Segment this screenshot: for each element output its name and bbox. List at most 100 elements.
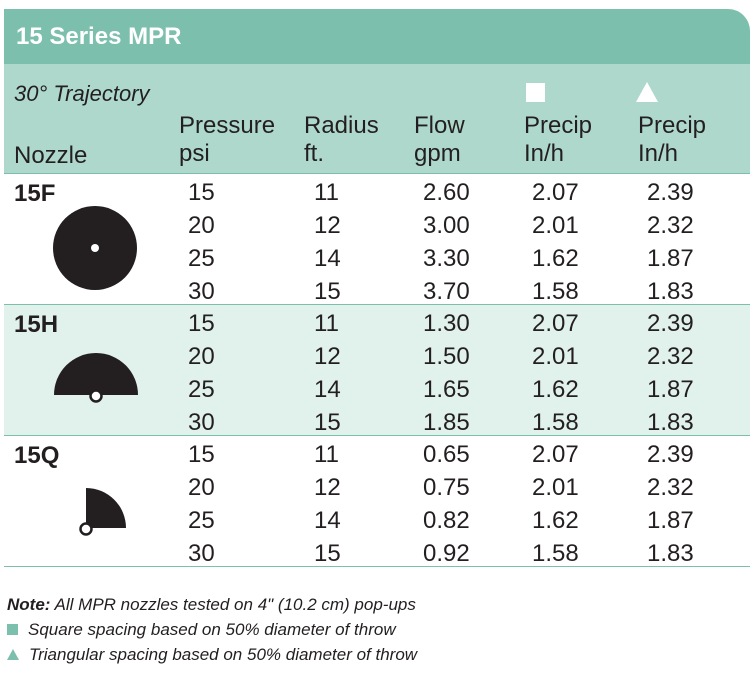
nozzle-group-15f: 15F 15 11 2.60 2.07 2.39 20 12 3.00 2.01… <box>4 174 750 305</box>
quarter-circle-icon <box>79 488 126 536</box>
table-bottom-divider <box>4 566 750 567</box>
precip-triangle-cell: 2.32 <box>647 343 694 370</box>
precip-triangle-header-label: Precip <box>638 112 707 139</box>
pressure-cell: 20 <box>188 343 215 370</box>
precip-square-header: Precip In/h <box>524 112 592 168</box>
nozzle-group-15h: 15H 15 11 1.30 2.07 2.39 20 12 1.50 2.01… <box>4 305 750 436</box>
precip-square-cell: 2.01 <box>532 212 579 239</box>
triangle-note-line: Triangular spacing based on 50% diameter… <box>7 642 417 667</box>
pressure-cell: 25 <box>188 245 215 272</box>
flow-header-label: Flow <box>414 112 465 139</box>
group-divider <box>4 304 750 305</box>
precip-triangle-cell: 1.83 <box>647 409 694 436</box>
precip-square-cell: 2.01 <box>532 474 579 501</box>
radius-cell: 14 <box>314 245 341 272</box>
precip-square-header-unit: In/h <box>524 140 565 167</box>
radius-cell: 12 <box>314 474 341 501</box>
radius-cell: 11 <box>314 179 339 206</box>
precip-triangle-cell: 2.39 <box>647 441 694 468</box>
full-circle-icon <box>53 206 137 290</box>
flow-cell: 0.82 <box>423 507 470 534</box>
radius-cell: 11 <box>314 441 339 468</box>
radius-cell: 12 <box>314 343 341 370</box>
pressure-cell: 15 <box>188 310 215 337</box>
square-legend-icon <box>7 624 18 635</box>
radius-cell: 15 <box>314 409 341 436</box>
precip-square-cell: 2.07 <box>532 310 579 337</box>
radius-cell: 14 <box>314 507 341 534</box>
pressure-cell: 15 <box>188 441 215 468</box>
precip-triangle-cell: 2.32 <box>647 212 694 239</box>
flow-header-unit: gpm <box>414 140 461 167</box>
note-text: All MPR nozzles tested on 4" (10.2 cm) p… <box>50 595 416 614</box>
flow-cell: 3.70 <box>423 278 470 305</box>
flow-cell: 1.30 <box>423 310 470 337</box>
pressure-cell: 30 <box>188 540 215 567</box>
flow-cell: 0.92 <box>423 540 470 567</box>
flow-cell: 0.65 <box>423 441 470 468</box>
pressure-cell: 25 <box>188 376 215 403</box>
radius-header-label: Radius <box>304 112 379 139</box>
pressure-cell: 20 <box>188 212 215 239</box>
precip-square-cell: 1.62 <box>532 507 579 534</box>
triangle-spacing-icon <box>636 82 658 102</box>
precip-triangle-cell: 2.39 <box>647 310 694 337</box>
precip-square-cell: 1.58 <box>532 409 579 436</box>
nozzle-name: 15H <box>14 311 59 338</box>
radius-header-unit: ft. <box>304 140 325 167</box>
nozzle-name: 15F <box>14 180 56 207</box>
precip-square-cell: 2.01 <box>532 343 579 370</box>
radius-cell: 11 <box>314 310 339 337</box>
title-bar: 15 Series MPR <box>4 9 750 64</box>
square-spacing-icon <box>526 83 545 102</box>
radius-cell: 15 <box>314 278 341 305</box>
precip-triangle-cell: 1.83 <box>647 540 694 567</box>
radius-cell: 15 <box>314 540 341 567</box>
precip-triangle-cell: 2.39 <box>647 179 694 206</box>
precip-square-cell: 1.62 <box>532 245 579 272</box>
trajectory-label: 30° Trajectory <box>14 81 150 106</box>
precip-square-cell: 1.58 <box>532 540 579 567</box>
precip-triangle-cell: 1.87 <box>647 507 694 534</box>
flow-cell: 3.30 <box>423 245 470 272</box>
table-header: 30° Trajectory Nozzle Pressure psi Radiu… <box>4 64 750 173</box>
footnotes: Note: All MPR nozzles tested on 4" (10.2… <box>7 592 417 667</box>
square-note-text: Square spacing based on 50% diameter of … <box>28 620 396 639</box>
precip-square-header-label: Precip <box>524 112 593 139</box>
flow-cell: 0.75 <box>423 474 470 501</box>
note-line: Note: All MPR nozzles tested on 4" (10.2… <box>7 592 417 617</box>
pressure-cell: 30 <box>188 409 215 436</box>
precip-square-cell: 1.62 <box>532 376 579 403</box>
precip-triangle-header: Precip In/h <box>638 112 706 168</box>
precip-triangle-cell: 1.83 <box>647 278 694 305</box>
note-label: Note: <box>7 595 51 614</box>
half-circle-icon <box>54 353 138 403</box>
radius-cell: 12 <box>314 212 341 239</box>
pressure-cell: 30 <box>188 278 215 305</box>
precip-square-cell: 2.07 <box>532 179 579 206</box>
pressure-header-unit: psi <box>179 140 210 167</box>
flow-cell: 2.60 <box>423 179 470 206</box>
nozzle-header: Nozzle <box>14 142 88 169</box>
precip-triangle-cell: 1.87 <box>647 245 694 272</box>
precip-triangle-header-unit: In/h <box>638 140 679 167</box>
nozzle-group-15q: 15Q 15 11 0.65 2.07 2.39 20 12 0.75 2.01… <box>4 436 750 567</box>
pressure-cell: 15 <box>188 179 215 206</box>
flow-cell: 1.85 <box>423 409 470 436</box>
triangle-note-text: Triangular spacing based on 50% diameter… <box>29 645 418 664</box>
flow-header: Flow gpm <box>414 112 465 168</box>
triangle-legend-icon <box>7 649 19 660</box>
flow-cell: 3.00 <box>423 212 470 239</box>
precip-triangle-cell: 1.87 <box>647 376 694 403</box>
square-note-line: Square spacing based on 50% diameter of … <box>7 617 417 642</box>
flow-cell: 1.50 <box>423 343 470 370</box>
precip-triangle-cell: 2.32 <box>647 474 694 501</box>
header-divider <box>4 173 750 174</box>
radius-header: Radius ft. <box>304 112 379 168</box>
table-title: 15 Series MPR <box>16 23 182 50</box>
pressure-header: Pressure psi <box>179 112 275 168</box>
flow-cell: 1.65 <box>423 376 470 403</box>
pressure-header-label: Pressure <box>179 112 276 139</box>
pressure-cell: 25 <box>188 507 215 534</box>
precip-square-cell: 2.07 <box>532 441 579 468</box>
